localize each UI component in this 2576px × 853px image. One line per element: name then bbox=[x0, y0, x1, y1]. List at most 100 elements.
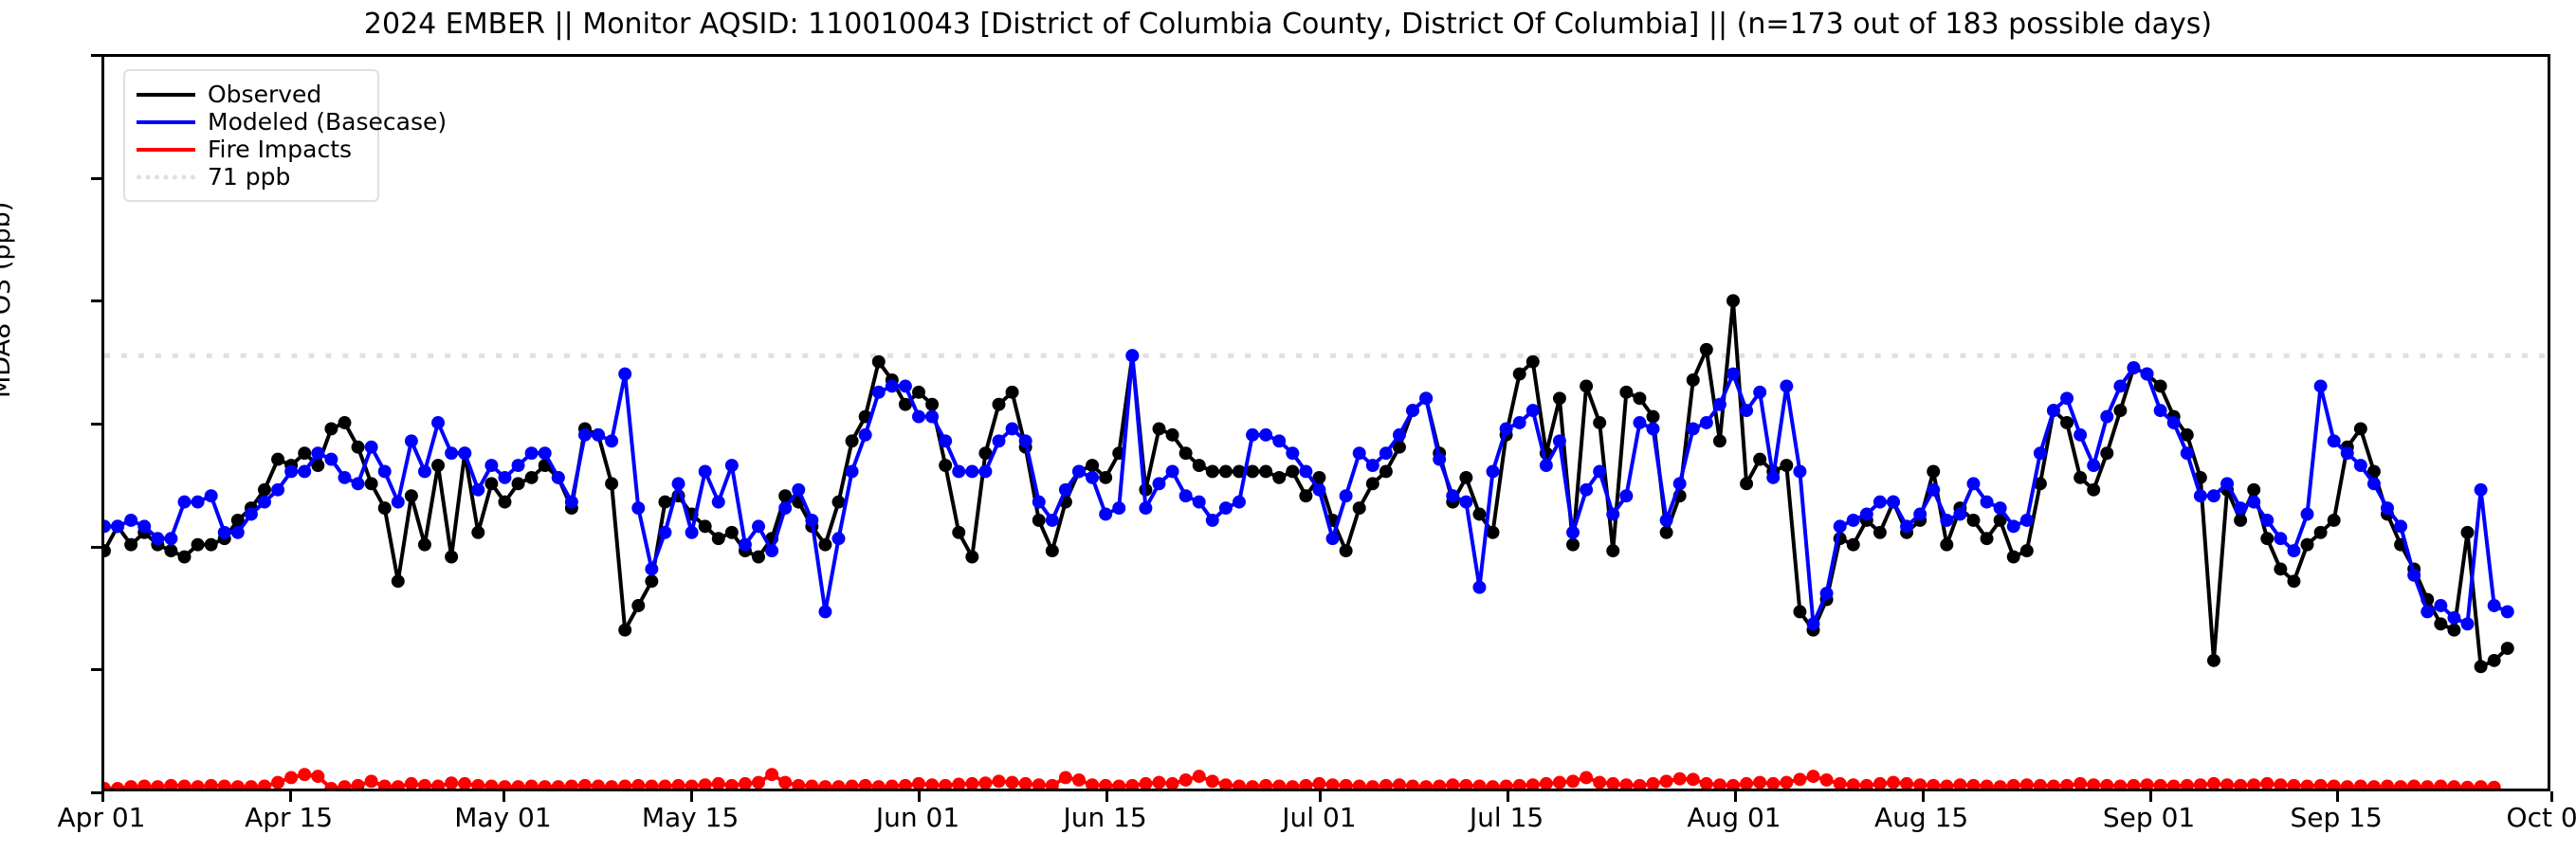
data-point bbox=[1552, 775, 1566, 789]
data-point bbox=[445, 776, 459, 789]
x-tick-mark bbox=[1105, 791, 1108, 802]
data-point bbox=[1539, 459, 1553, 472]
data-point bbox=[2220, 477, 2235, 491]
data-point bbox=[1218, 464, 1233, 479]
chart-legend: Observed Modeled (Basecase) Fire Impacts 71… bbox=[123, 69, 447, 202]
data-point bbox=[258, 495, 271, 509]
data-point bbox=[1566, 774, 1580, 789]
x-tick-mark bbox=[690, 791, 694, 802]
legend-item[interactable]: Fire Impacts bbox=[137, 136, 366, 163]
data-point bbox=[1712, 434, 1726, 448]
data-point bbox=[524, 779, 539, 789]
legend-item[interactable]: 71 ppb bbox=[137, 163, 366, 191]
data-point bbox=[2127, 778, 2141, 789]
data-point bbox=[1018, 434, 1032, 448]
data-point bbox=[2220, 778, 2235, 789]
data-point bbox=[724, 525, 739, 539]
data-point bbox=[1806, 770, 1820, 784]
data-point bbox=[2234, 501, 2248, 516]
data-point bbox=[778, 489, 793, 503]
legend-item[interactable]: Modeled (Basecase) bbox=[137, 108, 447, 136]
data-point bbox=[417, 537, 431, 552]
data-point bbox=[1125, 778, 1140, 789]
data-point bbox=[2087, 482, 2101, 497]
data-point bbox=[164, 778, 178, 789]
legend-item[interactable]: Observed bbox=[137, 81, 366, 108]
data-point bbox=[1299, 464, 1313, 479]
data-point bbox=[1246, 427, 1260, 442]
data-point bbox=[605, 434, 619, 448]
data-point bbox=[711, 495, 725, 509]
data-point bbox=[1646, 776, 1660, 789]
data-point bbox=[2006, 778, 2020, 789]
data-point bbox=[2474, 482, 2488, 497]
data-point bbox=[1819, 773, 1834, 787]
data-point bbox=[765, 768, 779, 782]
data-point bbox=[577, 427, 592, 442]
data-point bbox=[2153, 404, 2167, 418]
data-point bbox=[2046, 404, 2060, 418]
data-point bbox=[738, 776, 752, 789]
data-point bbox=[1512, 778, 1526, 789]
legend-label: Fire Impacts bbox=[208, 136, 353, 163]
data-point bbox=[592, 779, 606, 789]
data-point bbox=[1633, 416, 1647, 429]
data-point bbox=[338, 780, 352, 789]
data-point bbox=[2407, 568, 2421, 582]
data-point bbox=[2327, 779, 2341, 789]
data-point bbox=[1699, 342, 1713, 356]
data-point bbox=[2166, 416, 2181, 429]
data-point bbox=[151, 780, 165, 789]
data-point bbox=[364, 774, 378, 789]
data-point bbox=[1859, 507, 1873, 521]
data-point bbox=[164, 544, 178, 558]
data-point bbox=[524, 470, 539, 484]
data-point bbox=[992, 774, 1006, 789]
data-point bbox=[1352, 446, 1366, 461]
data-point bbox=[1593, 416, 1607, 429]
data-point bbox=[1218, 501, 1233, 516]
y-tick-mark bbox=[91, 54, 101, 57]
data-point bbox=[191, 780, 205, 789]
data-point bbox=[2487, 599, 2501, 612]
data-point bbox=[191, 495, 205, 509]
legend-swatch-icon bbox=[137, 113, 195, 132]
data-point bbox=[2447, 610, 2461, 625]
data-point bbox=[2434, 599, 2448, 612]
data-point bbox=[2019, 513, 2034, 527]
data-point bbox=[1018, 776, 1032, 789]
data-point bbox=[104, 519, 111, 534]
data-point bbox=[445, 550, 459, 564]
data-point bbox=[1205, 464, 1219, 479]
data-point bbox=[391, 574, 405, 589]
data-point bbox=[1512, 416, 1526, 429]
data-point bbox=[1539, 776, 1553, 789]
y-tick-mark bbox=[91, 545, 101, 549]
data-point bbox=[298, 446, 312, 461]
data-point bbox=[1686, 422, 1700, 436]
data-point bbox=[1966, 778, 1981, 789]
data-point bbox=[778, 501, 793, 516]
data-point bbox=[1379, 446, 1393, 461]
data-point bbox=[1286, 464, 1300, 479]
data-point bbox=[2234, 513, 2248, 527]
data-point bbox=[2274, 562, 2288, 576]
data-point bbox=[1940, 537, 1954, 552]
data-point bbox=[1325, 532, 1340, 546]
data-point bbox=[845, 434, 859, 448]
data-point bbox=[2460, 617, 2475, 631]
data-point bbox=[2247, 482, 2261, 497]
data-point bbox=[1419, 391, 1434, 406]
data-point bbox=[217, 779, 231, 789]
data-point bbox=[217, 525, 231, 539]
data-point bbox=[1352, 779, 1366, 789]
data-point bbox=[858, 427, 872, 442]
data-point bbox=[1005, 775, 1019, 789]
data-point bbox=[2180, 778, 2194, 789]
data-point bbox=[752, 550, 765, 564]
data-point bbox=[792, 778, 806, 789]
series-modeled-basecase bbox=[104, 349, 2514, 631]
data-point bbox=[792, 482, 806, 497]
data-point bbox=[577, 778, 592, 789]
data-point bbox=[724, 459, 739, 472]
